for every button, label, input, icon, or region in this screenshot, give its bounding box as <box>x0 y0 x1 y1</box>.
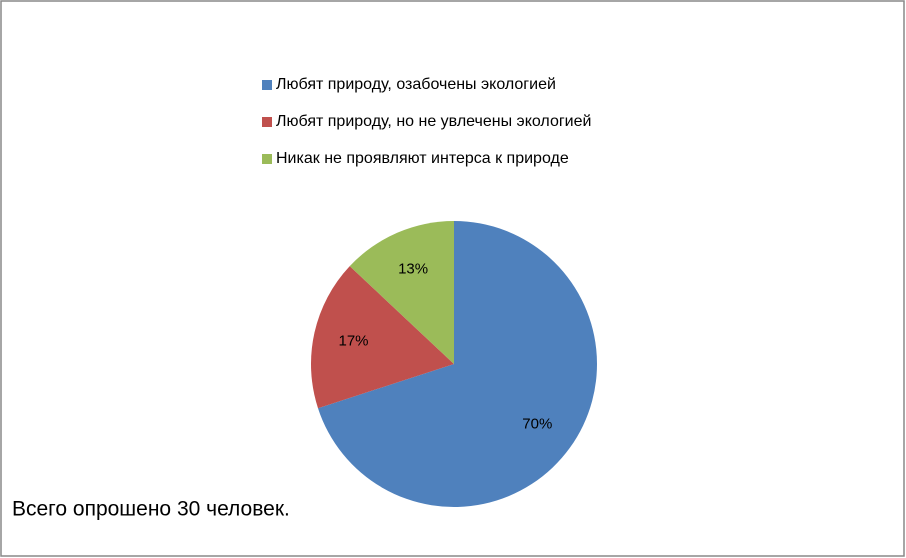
pie-slice <box>311 266 454 409</box>
slice-label: 13% <box>398 260 428 277</box>
slice-label: 17% <box>339 333 369 350</box>
pie-slice <box>317 221 597 507</box>
legend-swatch <box>262 80 272 90</box>
pie-slice <box>349 221 454 364</box>
annotation: Всего опрошено 30 человек. <box>12 498 290 521</box>
slice-label: 70% <box>522 415 552 432</box>
legend-swatch <box>262 154 272 164</box>
legend-label: Любят природу, озабочены экологией <box>276 76 556 93</box>
legend-swatch <box>262 117 272 127</box>
legend-label: Никак не проявляют интерса к природе <box>276 150 569 167</box>
legend-label: Любят природу, но не увлечены экологией <box>276 113 591 130</box>
